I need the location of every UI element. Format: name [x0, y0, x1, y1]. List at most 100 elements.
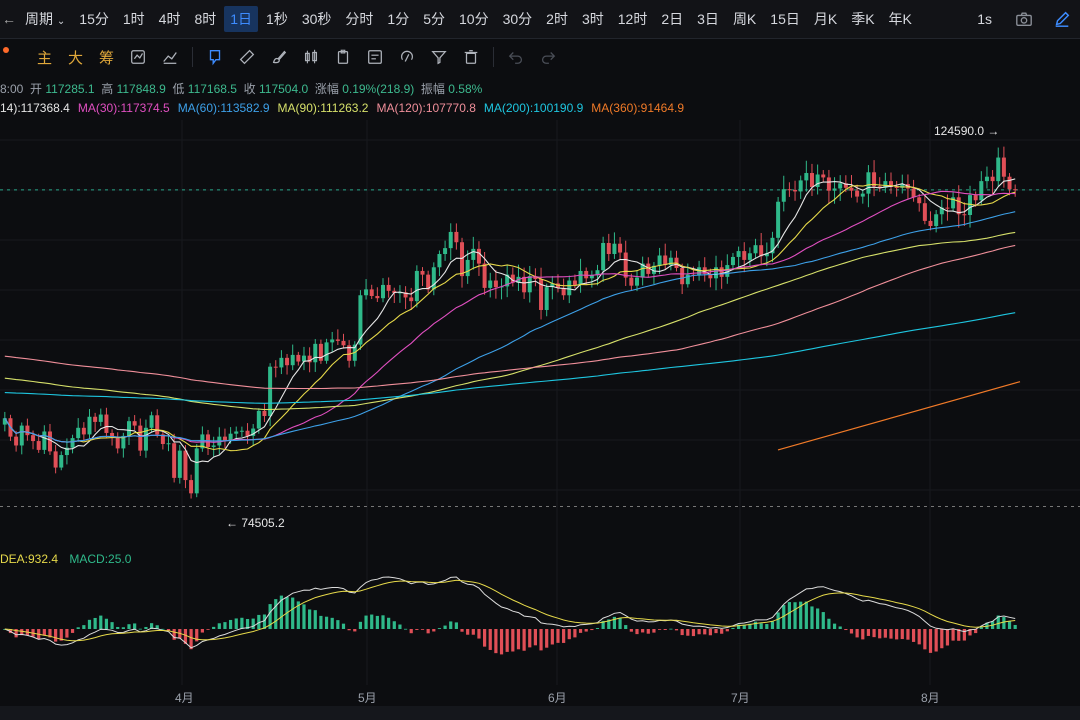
timeframe-4[interactable]: 1日	[224, 6, 259, 32]
macd-bar	[578, 629, 583, 633]
timeframe-14[interactable]: 12时	[617, 11, 648, 27]
timeframe-19[interactable]: 月K	[813, 11, 838, 27]
candle-body	[945, 207, 950, 209]
macd-bar	[900, 629, 904, 640]
timeframe-16[interactable]: 3日	[697, 11, 719, 27]
timeframe-3[interactable]: 8时	[194, 11, 217, 27]
indicator-icon[interactable]	[160, 47, 180, 67]
timeframe-20[interactable]: 季K	[851, 11, 875, 27]
candle-body	[53, 451, 58, 468]
timeframe-13[interactable]: 3时	[581, 11, 604, 27]
candle-body	[160, 434, 165, 444]
ruler-icon[interactable]	[237, 47, 257, 67]
candle-body	[934, 214, 939, 227]
macd-bar	[268, 604, 272, 629]
timeframe-0[interactable]: 15分	[79, 11, 109, 27]
macd-bar	[714, 629, 718, 634]
macd-bar	[217, 623, 221, 629]
candle-body	[335, 339, 340, 341]
note-icon[interactable]	[365, 47, 385, 67]
month-label-apr: 4月	[175, 691, 194, 705]
brush-icon[interactable]	[269, 47, 289, 67]
macd-bar	[974, 629, 978, 634]
timeframe-9[interactable]: 5分	[423, 11, 446, 27]
macd-bar	[251, 618, 255, 629]
macd-bar	[832, 623, 837, 629]
change-label: 涨幅	[314, 82, 339, 96]
candle-body	[894, 187, 899, 189]
toolbar-big-button[interactable]: 大	[68, 49, 84, 67]
undo-icon[interactable]	[506, 47, 526, 67]
macd-bar	[849, 629, 854, 634]
candle-body	[781, 189, 786, 202]
candle-body	[527, 276, 532, 293]
candle-body	[725, 265, 730, 277]
macd-bar	[528, 629, 532, 648]
filter-icon[interactable]	[429, 47, 449, 67]
open-value: 117285.1	[45, 82, 95, 96]
candle-body	[753, 245, 758, 254]
timeframe-12[interactable]: 2时	[546, 11, 568, 27]
candle-body	[595, 270, 600, 276]
compare-icon[interactable]	[128, 47, 148, 67]
macd-bar	[511, 629, 515, 652]
candle-body	[838, 183, 843, 189]
timeframe-5[interactable]: 1秒	[266, 11, 288, 27]
macd-bar	[923, 629, 927, 650]
timeframe-10[interactable]: 10分	[459, 11, 489, 27]
candle-body	[550, 283, 555, 288]
macd-bar	[432, 629, 436, 632]
timeframe-8[interactable]: 1分	[387, 11, 410, 27]
clipboard-icon[interactable]	[333, 47, 353, 67]
macd-bar	[189, 629, 193, 650]
candle-body	[1001, 157, 1006, 177]
draw-pencil-icon[interactable]	[1052, 9, 1072, 29]
timeframe-6[interactable]: 30秒	[301, 11, 332, 27]
candle-body	[426, 274, 431, 290]
ma7-line	[4, 178, 1016, 464]
candle-body	[990, 176, 995, 182]
redo-icon[interactable]	[538, 47, 558, 67]
macd-bar	[110, 622, 114, 629]
back-arrow-icon[interactable]: ←	[2, 11, 16, 27]
kline-chart[interactable]	[0, 0, 1080, 705]
macd-bar	[697, 629, 701, 635]
timeframe-7[interactable]: 分时	[345, 11, 374, 27]
timeframe-18[interactable]: 15日	[770, 11, 800, 27]
candle-body	[19, 425, 24, 446]
candle-body	[414, 270, 419, 302]
timeframe-15[interactable]: 2日	[661, 11, 684, 27]
macd-bar	[138, 628, 142, 630]
magnet-icon[interactable]	[397, 47, 417, 67]
timeframe-21[interactable]: 年K	[888, 11, 912, 27]
trash-icon[interactable]	[461, 47, 481, 67]
candle-body	[341, 340, 346, 346]
macd-bar	[127, 624, 131, 629]
candle-body	[657, 255, 662, 266]
ma90-line	[4, 231, 1016, 411]
select-cursor-icon[interactable]	[205, 47, 225, 67]
toolbar-main-button[interactable]: 主	[37, 49, 53, 67]
candle-body	[166, 443, 171, 445]
candle-body	[567, 280, 572, 296]
macd-bar	[895, 629, 899, 640]
candle-body	[104, 414, 109, 433]
timeframe-1[interactable]: 1时	[122, 11, 145, 27]
macd-bar	[200, 629, 204, 633]
candle-body	[301, 355, 306, 362]
macd-bar	[291, 597, 295, 629]
ma120-line	[4, 244, 1016, 390]
toolbar-chips-button[interactable]: 筹	[99, 49, 115, 67]
realtime-interval[interactable]: 1s	[977, 11, 992, 27]
candle-body	[618, 243, 623, 253]
camera-icon[interactable]	[1014, 9, 1034, 29]
timeframe-17[interactable]: 周K	[732, 11, 757, 27]
period-selector[interactable]: 周期 ⌄	[19, 6, 71, 32]
timeframe-11[interactable]: 30分	[502, 11, 533, 27]
candle-body	[403, 292, 408, 298]
timeframe-2[interactable]: 4时	[158, 11, 181, 27]
candle-tool-icon[interactable]	[301, 47, 321, 67]
macd-bar	[358, 621, 363, 629]
macd-bar	[652, 629, 656, 633]
macd-bar	[855, 629, 859, 638]
